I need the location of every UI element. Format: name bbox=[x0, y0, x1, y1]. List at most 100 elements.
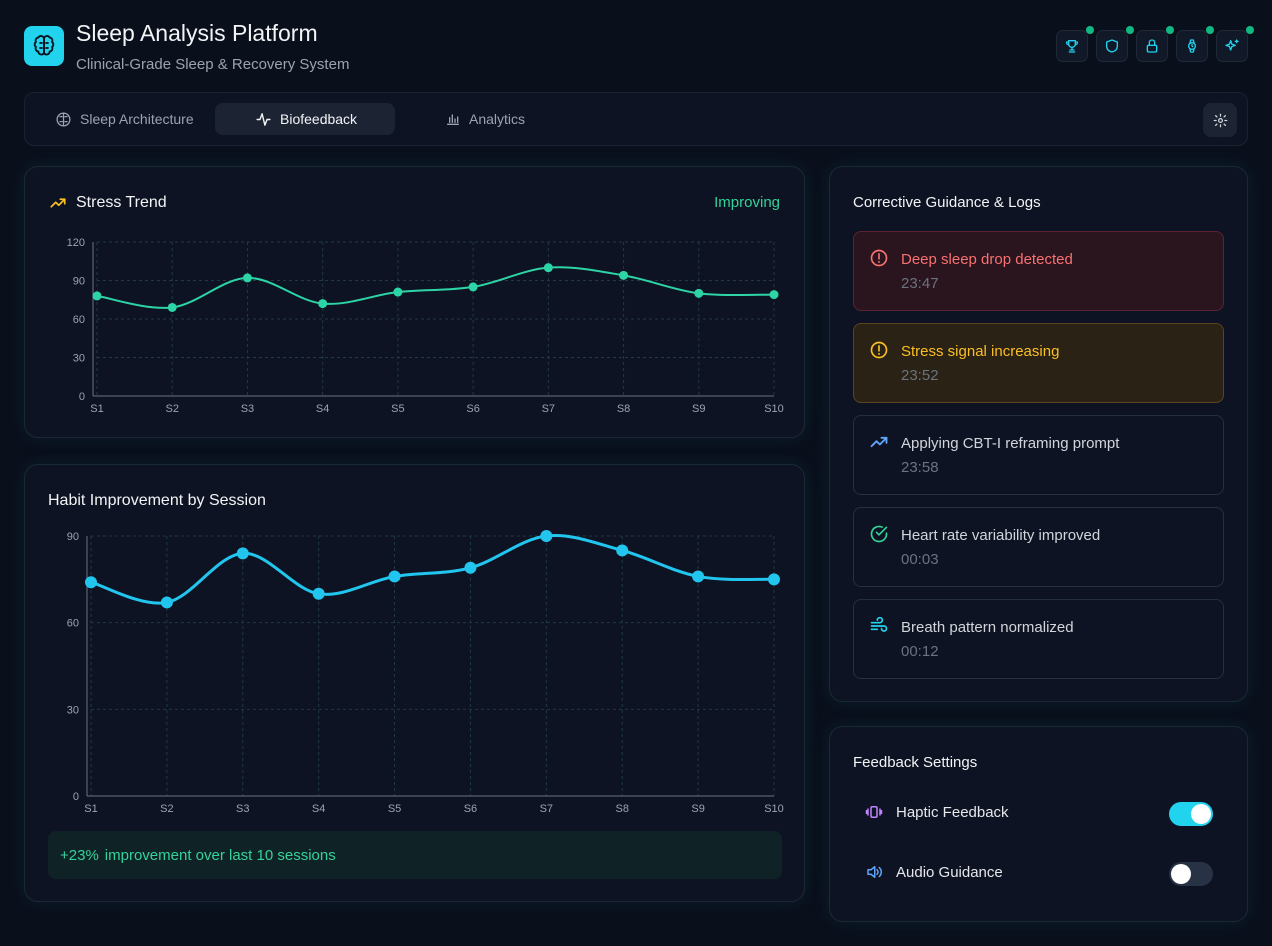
log-item[interactable]: Stress signal increasing 23:52 bbox=[853, 323, 1224, 403]
x-tick-label: S3 bbox=[241, 403, 254, 415]
tab-label: Analytics bbox=[469, 111, 526, 127]
log-message: Breath pattern normalized bbox=[901, 619, 1074, 636]
sparkles-button[interactable] bbox=[1216, 26, 1254, 62]
log-item[interactable]: Deep sleep drop detected 23:47 bbox=[853, 231, 1224, 311]
alert-circle-icon bbox=[870, 341, 888, 359]
x-tick-label: S4 bbox=[316, 403, 329, 415]
x-tick-label: S2 bbox=[160, 803, 173, 815]
data-point[interactable] bbox=[92, 291, 102, 301]
x-tick-label: S3 bbox=[236, 803, 249, 815]
x-tick-label: S2 bbox=[165, 403, 178, 415]
guidance-title: Corrective Guidance & Logs bbox=[853, 194, 1041, 211]
status-dot bbox=[1126, 26, 1134, 34]
series-line bbox=[96, 266, 775, 309]
data-point[interactable] bbox=[167, 302, 177, 312]
guidance-logs-card: Corrective Guidance & Logs Deep sleep dr… bbox=[829, 166, 1248, 702]
stress-trend-chart: 0 30 60 90 120 S1 S2 S3 S4 S5 S6 S7 S8 S9 S10 bbox=[67, 237, 784, 415]
log-time: 23:52 bbox=[901, 367, 939, 384]
tab-biofeedback[interactable]: Biofeedback bbox=[215, 103, 395, 135]
alert-circle-icon bbox=[870, 249, 888, 267]
summary-text: improvement over last 10 sessions bbox=[104, 846, 336, 864]
data-point[interactable] bbox=[692, 570, 705, 583]
shield-icon bbox=[1106, 39, 1118, 53]
habit-title: Habit Improvement by Session bbox=[48, 492, 266, 509]
watch-icon bbox=[1188, 39, 1196, 53]
log-time: 23:58 bbox=[901, 459, 939, 476]
data-point[interactable] bbox=[619, 270, 629, 280]
x-tick-label: S6 bbox=[464, 803, 477, 815]
feedback-settings-title: Feedback Settings bbox=[853, 754, 978, 771]
data-point[interactable] bbox=[388, 570, 401, 583]
data-point[interactable] bbox=[236, 547, 249, 560]
y-tick-label: 0 bbox=[79, 391, 85, 403]
haptic-feedback-toggle[interactable] bbox=[1169, 802, 1213, 826]
data-point[interactable] bbox=[769, 290, 779, 300]
y-tick-label: 90 bbox=[67, 531, 79, 543]
setting-label: Haptic Feedback bbox=[896, 803, 1009, 821]
x-tick-label: S7 bbox=[540, 803, 553, 815]
shield-button[interactable] bbox=[1096, 26, 1134, 62]
audio-guidance-toggle[interactable] bbox=[1169, 862, 1213, 886]
app-title: Sleep Analysis Platform bbox=[76, 20, 318, 46]
trending-up-icon bbox=[50, 198, 66, 208]
lock-button[interactable] bbox=[1136, 26, 1174, 62]
log-time: 00:12 bbox=[901, 643, 939, 660]
status-dot bbox=[1086, 26, 1094, 34]
y-tick-label: 30 bbox=[73, 353, 85, 365]
tab-sleep-architecture[interactable]: Sleep Architecture bbox=[55, 103, 194, 135]
x-tick-label: S7 bbox=[542, 403, 555, 415]
log-message: Heart rate variability improved bbox=[901, 527, 1101, 544]
y-tick-label: 120 bbox=[67, 237, 85, 249]
brain-icon bbox=[33, 35, 55, 56]
trending-up-icon bbox=[870, 436, 888, 448]
data-point[interactable] bbox=[616, 544, 629, 557]
data-point[interactable] bbox=[694, 288, 704, 298]
data-point[interactable] bbox=[543, 263, 553, 273]
wind-icon bbox=[870, 616, 888, 632]
check-circle-icon bbox=[870, 525, 888, 543]
x-tick-label: S10 bbox=[764, 403, 784, 415]
feedback-settings-card: Feedback Settings Haptic Feedback Audio … bbox=[829, 726, 1248, 922]
setting-label: Audio Guidance bbox=[896, 863, 1003, 881]
log-item[interactable]: Applying CBT-I reframing prompt 23:58 bbox=[853, 415, 1224, 495]
improvement-summary: +23% improvement over last 10 sessions bbox=[48, 831, 782, 879]
toggle-knob bbox=[1171, 864, 1191, 884]
brain-icon bbox=[56, 111, 71, 127]
x-tick-label: S10 bbox=[764, 803, 784, 815]
x-tick-label: S6 bbox=[466, 403, 479, 415]
log-item[interactable]: Breath pattern normalized 00:12 bbox=[853, 599, 1224, 679]
x-tick-label: S9 bbox=[692, 403, 705, 415]
data-point[interactable] bbox=[312, 587, 325, 600]
trophy-button[interactable] bbox=[1056, 26, 1094, 62]
x-tick-label: S9 bbox=[691, 803, 704, 815]
data-point[interactable] bbox=[464, 561, 477, 574]
status-dot bbox=[1206, 26, 1214, 34]
lock-icon bbox=[1146, 39, 1158, 53]
data-point[interactable] bbox=[468, 282, 478, 292]
log-message: Stress signal increasing bbox=[901, 343, 1060, 360]
settings-button[interactable] bbox=[1203, 103, 1237, 137]
data-point[interactable] bbox=[540, 530, 553, 542]
log-item[interactable]: Heart rate variability improved 00:03 bbox=[853, 507, 1224, 587]
data-point[interactable] bbox=[318, 299, 328, 309]
x-tick-label: S1 bbox=[90, 403, 103, 415]
watch-button[interactable] bbox=[1176, 26, 1214, 62]
data-point[interactable] bbox=[160, 596, 173, 609]
data-point[interactable] bbox=[393, 287, 403, 297]
volume-icon bbox=[867, 866, 882, 878]
header-actions bbox=[1056, 26, 1254, 62]
setting-haptic: Haptic Feedback bbox=[864, 803, 1009, 821]
data-point[interactable] bbox=[85, 576, 97, 589]
app-logo bbox=[24, 26, 64, 66]
setting-audio: Audio Guidance bbox=[864, 863, 1003, 881]
tab-analytics[interactable]: Analytics bbox=[445, 103, 525, 135]
vibrate-icon bbox=[865, 806, 883, 818]
gear-icon bbox=[1213, 113, 1227, 127]
app-subtitle: Clinical-Grade Sleep & Recovery System bbox=[76, 56, 350, 73]
x-tick-label: S5 bbox=[391, 403, 404, 415]
data-point[interactable] bbox=[242, 273, 252, 283]
log-time: 23:47 bbox=[901, 275, 939, 292]
data-point[interactable] bbox=[768, 573, 780, 586]
toggle-knob bbox=[1191, 804, 1211, 824]
y-tick-label: 90 bbox=[73, 276, 85, 288]
